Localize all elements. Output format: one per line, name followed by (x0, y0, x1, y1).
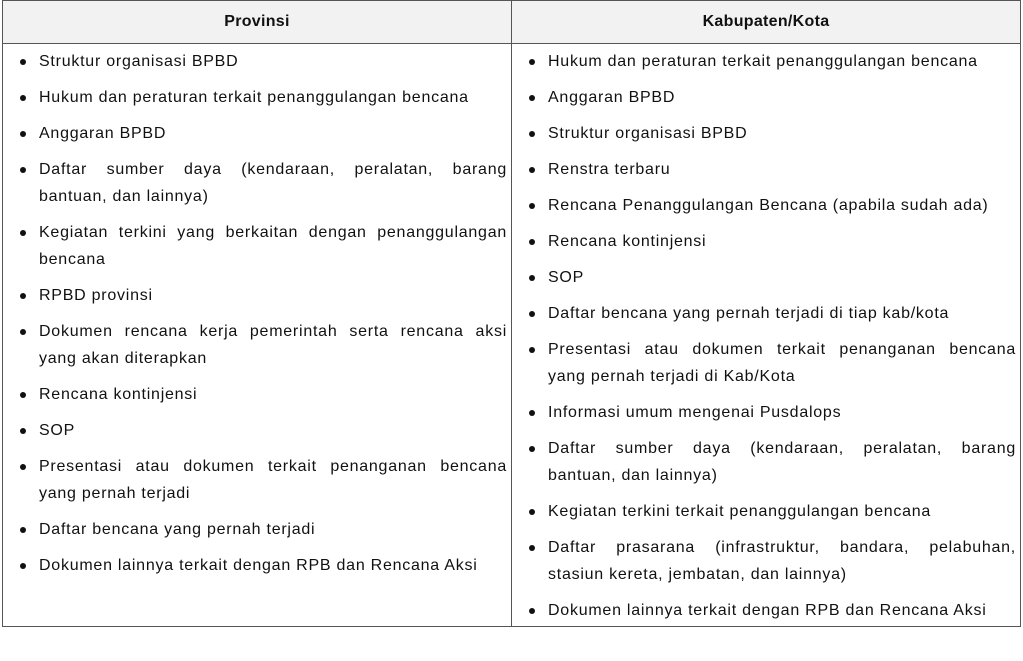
list-item: Struktur organisasi BPBD (3, 48, 507, 75)
list-item: Rencana Penanggulangan Bencana (apabila … (512, 192, 1016, 219)
document-table: Provinsi Kabupaten/Kota Struktur organis… (2, 0, 1021, 627)
list-item-text: Daftar sumber daya (kendaraan, peralatan… (39, 161, 507, 205)
list-item-text: Kegiatan terkini terkait penanggulangan … (548, 503, 932, 520)
list-item: Hukum dan peraturan terkait penanggulang… (3, 84, 507, 111)
list-item-text: Informasi umum mengenai Pusdalops (548, 404, 842, 421)
provinsi-cell: Struktur organisasi BPBD Hukum dan peratu… (2, 43, 512, 627)
list-item: Kegiatan terkini terkait penanggulangan … (512, 498, 1016, 525)
list-item-text: Anggaran BPBD (548, 89, 676, 106)
bullet-icon (20, 230, 26, 236)
list-item-text: Dokumen lainnya terkait dengan RPB dan R… (548, 602, 987, 619)
bullet-icon (20, 563, 26, 569)
list-item: Dokumen rencana kerja pemerintah serta r… (3, 318, 507, 372)
list-item-text: Rencana kontinjensi (39, 386, 198, 403)
bullet-icon (529, 167, 535, 173)
list-item: Struktur organisasi BPBD (512, 120, 1016, 147)
kabupaten-kota-cell: Hukum dan peraturan terkait penanggulang… (511, 43, 1021, 627)
list-item-text: Daftar prasarana (infrastruktur, bandara… (548, 539, 1016, 583)
bullet-icon (529, 347, 535, 353)
list-item-text: Dokumen lainnya terkait dengan RPB dan R… (39, 557, 478, 574)
list-item: Kegiatan terkini yang berkaitan dengan p… (3, 219, 507, 273)
list-item-text: Rencana kontinjensi (548, 233, 707, 250)
bullet-icon (529, 203, 535, 209)
bullet-icon (529, 410, 535, 416)
header-provinsi: Provinsi (2, 0, 512, 44)
bullet-icon (20, 167, 26, 173)
list-item-text: Renstra terbaru (548, 161, 671, 178)
bullet-icon (20, 95, 26, 101)
list-item: Daftar bencana yang pernah terjadi (3, 516, 507, 543)
list-item: Presentasi atau dokumen terkait penangan… (512, 336, 1016, 390)
bullet-icon (529, 446, 535, 452)
list-item: SOP (3, 417, 507, 444)
bullet-icon (20, 527, 26, 533)
bullet-icon (529, 608, 535, 614)
list-item: Anggaran BPBD (3, 120, 507, 147)
list-item: Daftar sumber daya (kendaraan, peralatan… (3, 156, 507, 210)
bullet-icon (529, 275, 535, 281)
list-item-text: Struktur organisasi BPBD (39, 53, 239, 70)
list-item-text: RPBD provinsi (39, 287, 153, 304)
bullet-icon (529, 545, 535, 551)
bullet-icon (20, 428, 26, 434)
list-item: Dokumen lainnya terkait dengan RPB dan R… (512, 597, 1016, 624)
provinsi-list: Struktur organisasi BPBD Hukum dan peratu… (3, 48, 507, 579)
list-item-text: Dokumen rencana kerja pemerintah serta r… (39, 323, 507, 367)
bullet-icon (529, 95, 535, 101)
list-item-text: Presentasi atau dokumen terkait penangan… (548, 341, 1016, 385)
list-item: Informasi umum mengenai Pusdalops (512, 399, 1016, 426)
bullet-icon (529, 311, 535, 317)
list-item: Renstra terbaru (512, 156, 1016, 183)
list-item: Rencana kontinjensi (512, 228, 1016, 255)
list-item-text: Presentasi atau dokumen terkait penangan… (39, 458, 507, 502)
list-item: Daftar bencana yang pernah terjadi di ti… (512, 300, 1016, 327)
bullet-icon (20, 293, 26, 299)
bullet-icon (529, 131, 535, 137)
list-item-text: Anggaran BPBD (39, 125, 167, 142)
list-item-text: Struktur organisasi BPBD (548, 125, 748, 142)
bullet-icon (529, 509, 535, 515)
list-item-text: SOP (548, 269, 585, 286)
list-item-text: SOP (39, 422, 76, 439)
kabupaten-kota-list: Hukum dan peraturan terkait penanggulang… (512, 48, 1016, 624)
list-item-text: Kegiatan terkini yang berkaitan dengan p… (39, 224, 507, 268)
list-item: SOP (512, 264, 1016, 291)
bullet-icon (20, 59, 26, 65)
list-item-text: Hukum dan peraturan terkait penanggulang… (548, 53, 978, 70)
list-item-text: Rencana Penanggulangan Bencana (apabila … (548, 197, 989, 214)
bullet-icon (20, 329, 26, 335)
list-item: Daftar prasarana (infrastruktur, bandara… (512, 534, 1016, 588)
bullet-icon (20, 392, 26, 398)
bullet-icon (20, 464, 26, 470)
list-item-text: Hukum dan peraturan terkait penanggulang… (39, 89, 469, 106)
list-item: Anggaran BPBD (512, 84, 1016, 111)
bullet-icon (20, 131, 26, 137)
list-item: Hukum dan peraturan terkait penanggulang… (512, 48, 1016, 75)
header-kabupaten-kota: Kabupaten/Kota (511, 0, 1021, 44)
bullet-icon (529, 239, 535, 245)
list-item: Dokumen lainnya terkait dengan RPB dan R… (3, 552, 507, 579)
list-item-text: Daftar bencana yang pernah terjadi di ti… (548, 305, 950, 322)
bullet-icon (529, 59, 535, 65)
list-item-text: Daftar bencana yang pernah terjadi (39, 521, 316, 538)
list-item: Daftar sumber daya (kendaraan, peralatan… (512, 435, 1016, 489)
list-item-text: Daftar sumber daya (kendaraan, peralatan… (548, 440, 1016, 484)
list-item: Rencana kontinjensi (3, 381, 507, 408)
list-item: Presentasi atau dokumen terkait penangan… (3, 453, 507, 507)
list-item: RPBD provinsi (3, 282, 507, 309)
